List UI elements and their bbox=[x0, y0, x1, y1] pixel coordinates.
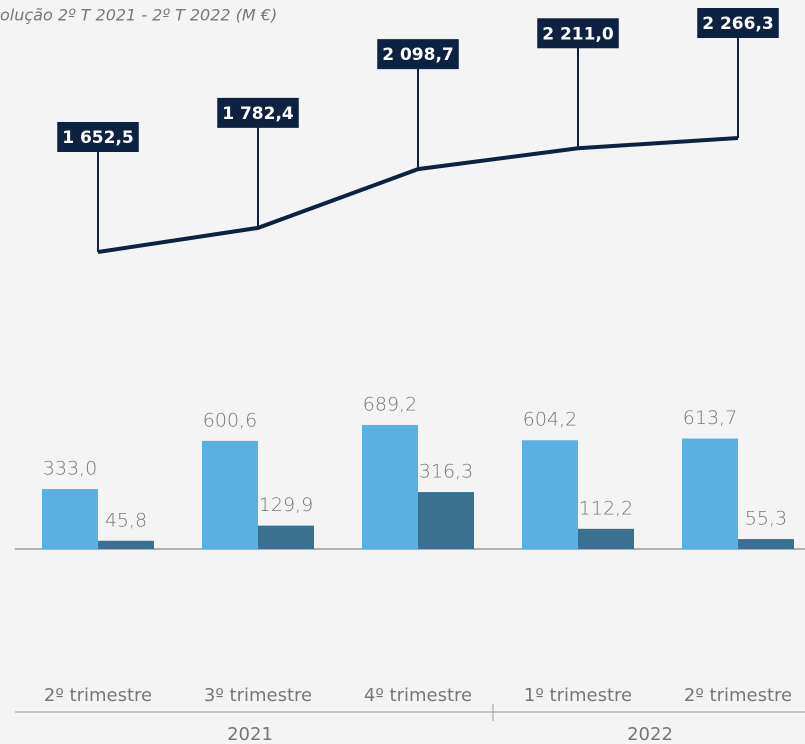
chart-title: olução 2º T 2021 - 2º T 2022 (M €) bbox=[0, 6, 277, 25]
label-box bbox=[57, 122, 139, 152]
data-label: 45,8 bbox=[105, 509, 147, 531]
bar bbox=[42, 489, 98, 549]
label-box bbox=[697, 8, 779, 38]
data-label: 316,3 bbox=[419, 461, 473, 483]
data-label: 604,2 bbox=[523, 409, 577, 431]
data-label: 1 782,4 bbox=[222, 104, 294, 124]
label-box bbox=[377, 39, 459, 70]
bar bbox=[202, 440, 258, 549]
data-label: 600,6 bbox=[203, 409, 257, 431]
x-tick-label: 2º trimestre bbox=[684, 685, 792, 706]
year-label: 2022 bbox=[627, 724, 673, 744]
x-tick-label: 3º trimestre bbox=[204, 685, 312, 706]
data-label: 2 098,7 bbox=[382, 45, 454, 65]
data-label: 129,9 bbox=[259, 494, 313, 516]
bar bbox=[362, 424, 418, 549]
x-tick-label: 1º trimestre bbox=[524, 685, 632, 706]
bar bbox=[738, 539, 794, 549]
x-tick-label: 2º trimestre bbox=[44, 685, 152, 706]
data-label: 333,0 bbox=[43, 458, 97, 480]
bar bbox=[258, 525, 314, 549]
data-label: 689,2 bbox=[363, 393, 417, 415]
x-tick-label: 4º trimestre bbox=[364, 685, 472, 706]
bar bbox=[98, 540, 154, 549]
data-label: 55,3 bbox=[745, 508, 787, 530]
data-label: 613,7 bbox=[683, 407, 737, 429]
data-label: 112,2 bbox=[579, 497, 633, 519]
bar bbox=[522, 440, 578, 549]
bar bbox=[682, 438, 738, 549]
data-label: 1 652,5 bbox=[62, 128, 134, 148]
year-label: 2021 bbox=[227, 724, 273, 744]
data-label: 2 211,0 bbox=[542, 24, 614, 44]
label-box bbox=[217, 97, 299, 128]
bar bbox=[418, 492, 474, 549]
data-label: 2 266,3 bbox=[702, 14, 774, 34]
bar bbox=[578, 528, 634, 549]
label-box bbox=[537, 18, 619, 49]
